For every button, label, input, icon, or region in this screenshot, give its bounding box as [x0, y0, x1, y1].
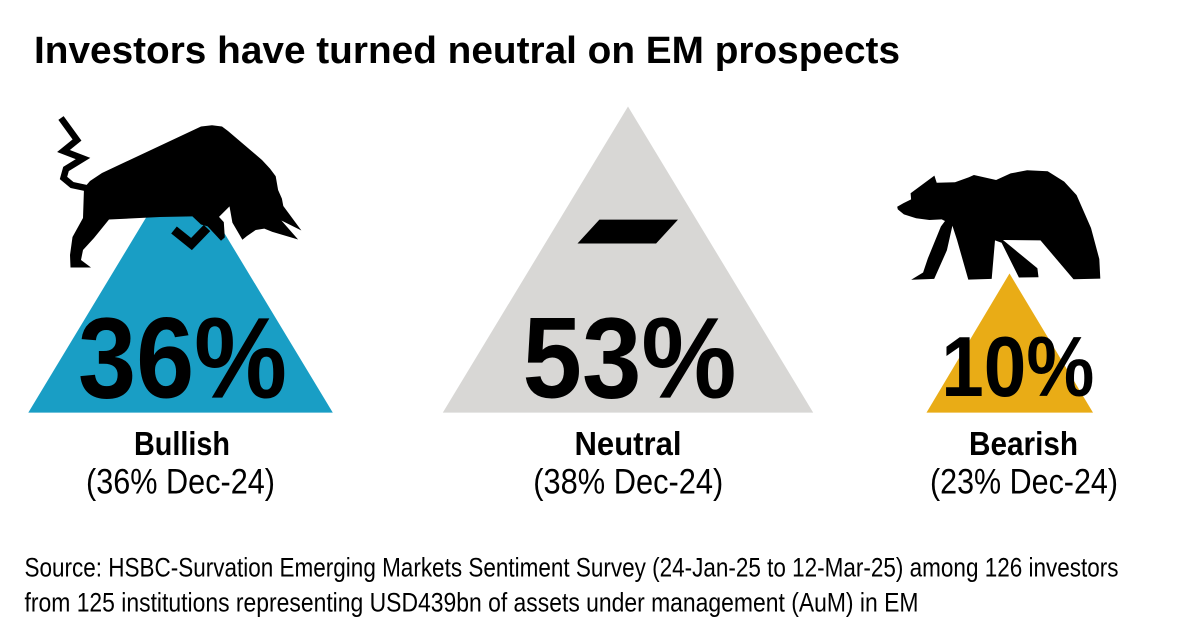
svg-text:10%: 10%: [941, 320, 1094, 415]
svg-text:Bearish: Bearish: [969, 425, 1078, 462]
svg-text:36%: 36%: [78, 295, 287, 423]
svg-text:(23% Dec-24): (23% Dec-24): [930, 462, 1118, 502]
svg-text:from 125 institutions represen: from 125 institutions representing USD43…: [25, 588, 919, 618]
svg-text:(38% Dec-24): (38% Dec-24): [533, 462, 723, 502]
svg-text:Investors have turned neutral: Investors have turned neutral on EM pros…: [34, 30, 900, 72]
svg-text:53%: 53%: [523, 295, 737, 423]
svg-text:Neutral: Neutral: [575, 425, 682, 462]
svg-text:Bullish: Bullish: [134, 425, 230, 462]
svg-text:Source: HSBC-Survation Emergin: Source: HSBC-Survation Emerging Markets …: [25, 553, 1119, 583]
svg-text:(36% Dec-24): (36% Dec-24): [86, 462, 275, 502]
